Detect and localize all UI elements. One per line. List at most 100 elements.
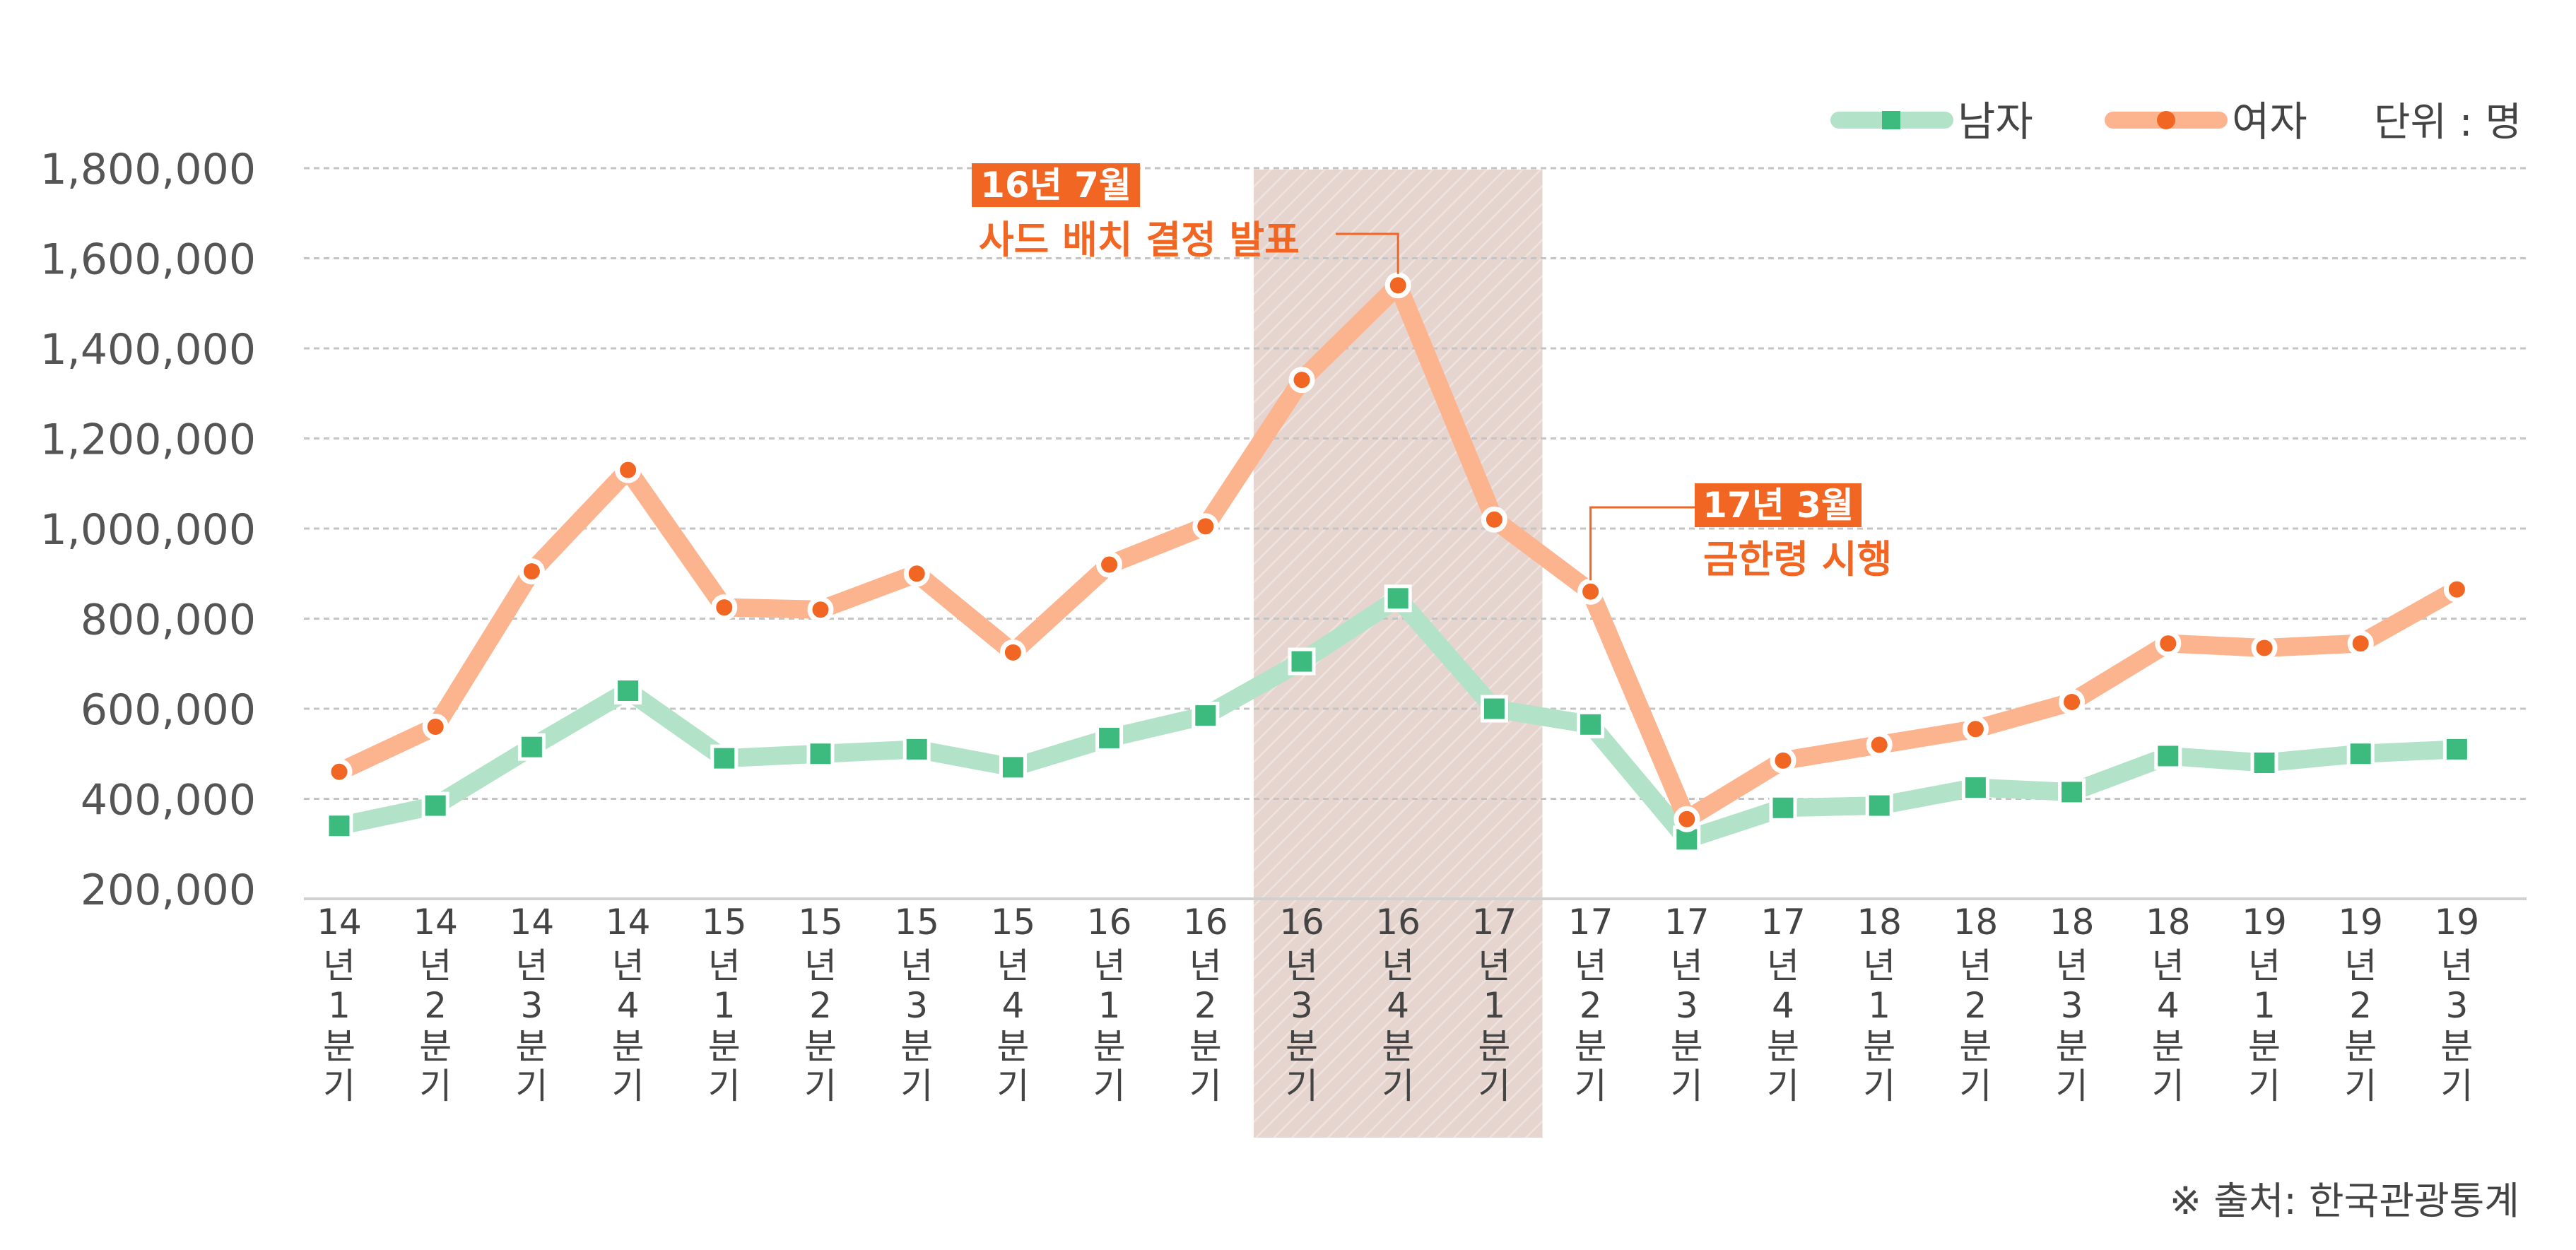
x-tick-label-part: 분 <box>515 1026 548 1067</box>
x-tick-label-part: 3 <box>2061 985 2083 1026</box>
data-point-series-1 <box>1480 695 1508 723</box>
annotation-2-date-box <box>1695 483 1862 527</box>
y-tick-label: 200,000 <box>81 866 256 915</box>
data-point-series-2 <box>2059 688 2086 715</box>
x-tick-label-part: 분 <box>1478 1026 1510 1067</box>
x-tick-label-part: 1 <box>1868 985 1890 1026</box>
x-tick-label-part: 기 <box>1382 1066 1414 1107</box>
x-tick-label-part: 분 <box>323 1026 355 1067</box>
x-tick-label-part: 1 <box>2253 985 2276 1026</box>
x-tick-label-part: 16 <box>1375 902 1421 943</box>
x-tick-label-part: 15 <box>894 902 939 943</box>
x-tick-label-part: 14 <box>413 902 458 943</box>
x-tick-label-part: 17 <box>1664 902 1710 943</box>
x-tick-label-part: 14 <box>510 902 555 943</box>
data-point-series-1 <box>614 677 642 704</box>
data-point-series-2 <box>615 456 642 483</box>
x-tick-label-part: 17 <box>1568 902 1613 943</box>
x-tick-label-part: 3 <box>1290 985 1313 1026</box>
x-tick-label-part: 16 <box>1279 902 1324 943</box>
y-tick-label: 800,000 <box>81 596 256 645</box>
x-tick-label-part: 분 <box>2248 1026 2281 1067</box>
x-tick-label-part: 분 <box>804 1026 837 1067</box>
x-tick-label-part: 분 <box>1189 1026 1222 1067</box>
data-point-series-2 <box>1384 272 1411 299</box>
x-tick-label-part: 19 <box>2338 902 2383 943</box>
x-tick-label-part: 년 <box>1767 945 1799 986</box>
legend-marker-series-1 <box>1882 111 1900 129</box>
x-tick-label-part: 3 <box>905 985 928 1026</box>
data-point-series-2 <box>2251 635 2278 661</box>
x-tick-label-part: 4 <box>1772 985 1794 1026</box>
x-tick-label-part: 분 <box>419 1026 452 1067</box>
data-point-series-1 <box>1288 647 1316 676</box>
data-point-series-1 <box>999 753 1027 782</box>
x-tick-label-part: 년 <box>1382 945 1414 986</box>
x-tick-label-part: 4 <box>1387 985 1409 1026</box>
y-tick-label: 1,400,000 <box>40 325 256 375</box>
data-point-series-1 <box>1095 724 1124 752</box>
x-tick-label-part: 기 <box>1093 1066 1126 1107</box>
x-tick-label-part: 분 <box>1286 1026 1318 1067</box>
x-tick-label-part: 분 <box>1959 1026 1992 1067</box>
data-point-series-1 <box>710 744 739 772</box>
annotation-1-leader-line <box>1336 232 1399 274</box>
x-tick-label-part: 15 <box>991 902 1036 943</box>
data-point-series-2 <box>711 594 738 621</box>
unit-label: 단위 : 명 <box>2374 100 2522 146</box>
data-point-series-1 <box>2154 742 2182 770</box>
x-tick-label-part: 분 <box>1382 1026 1414 1067</box>
x-tick-label-part: 분 <box>2056 1026 2088 1067</box>
x-tick-label-part: 년 <box>1189 945 1222 986</box>
data-point-series-2 <box>1674 806 1700 832</box>
y-tick-label: 1,800,000 <box>40 145 256 194</box>
x-tick-label-part: 기 <box>804 1066 837 1107</box>
x-tick-label-part: 3 <box>520 985 543 1026</box>
x-tick-label-part: 년 <box>1863 945 1895 986</box>
x-tick-label-part: 기 <box>1671 1066 1703 1107</box>
x-tick-label-part: 4 <box>2157 985 2180 1026</box>
data-point-series-2 <box>2347 630 2374 657</box>
x-tick-label-part: 년 <box>996 945 1029 986</box>
x-tick-label-part: 분 <box>2440 1026 2473 1067</box>
annotation-1-text: 사드 배치 결정 발표 <box>979 218 1300 262</box>
x-tick-label-part: 17 <box>1760 902 1806 943</box>
annotation-2-date: 17년 3월 <box>1702 485 1854 526</box>
x-tick-label-part: 기 <box>2056 1066 2088 1107</box>
x-tick-label-part: 기 <box>1189 1066 1222 1107</box>
x-tick-label-part: 3 <box>2445 985 2468 1026</box>
x-tick-label-part: 1 <box>713 985 736 1026</box>
data-point-series-1 <box>2442 735 2471 763</box>
x-tick-label-part: 기 <box>1863 1066 1895 1107</box>
x-tick-label-part: 년 <box>323 945 355 986</box>
data-point-series-2 <box>903 560 930 587</box>
x-tick-label-part: 18 <box>2146 902 2191 943</box>
data-point-series-1 <box>1192 702 1220 730</box>
x-tick-label-part: 14 <box>606 902 651 943</box>
data-point-series-2 <box>1192 513 1219 540</box>
data-point-series-1 <box>421 791 449 820</box>
x-tick-label-part: 년 <box>1671 945 1703 986</box>
legend-label-series-2: 여자 <box>2232 98 2307 146</box>
x-tick-label-part: 년 <box>2344 945 2377 986</box>
x-tick-label-part: 기 <box>2248 1066 2281 1107</box>
x-tick-label-part: 분 <box>2152 1026 2184 1067</box>
data-point-series-1 <box>2058 778 2086 806</box>
data-point-series-1 <box>2250 749 2278 777</box>
